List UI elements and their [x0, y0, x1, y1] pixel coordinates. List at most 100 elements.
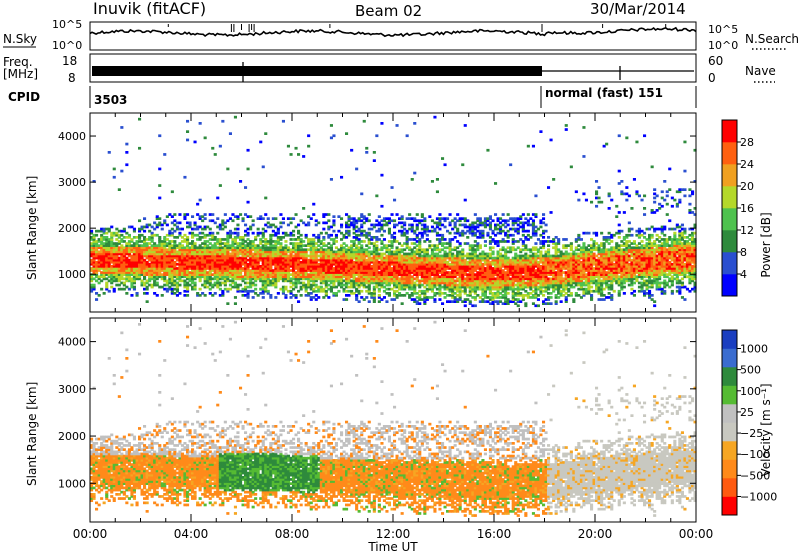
power-cell — [216, 281, 220, 285]
power-cell — [286, 267, 290, 270]
power-cell — [342, 269, 346, 272]
power-cell — [105, 269, 109, 272]
power-cell — [158, 184, 162, 187]
power-cell — [362, 233, 366, 237]
power-cell — [105, 256, 109, 260]
power-cell — [340, 217, 344, 220]
power-cell — [90, 277, 94, 281]
power-cell — [125, 285, 129, 289]
power-cell — [191, 242, 195, 245]
power-cell — [297, 248, 301, 252]
power-cell — [163, 258, 167, 262]
power-cell — [153, 279, 157, 283]
power-cell — [329, 260, 333, 264]
power-cell — [249, 281, 253, 285]
power-heatmap — [90, 115, 697, 308]
power-cell — [312, 260, 316, 264]
power-cell — [180, 236, 184, 239]
power-cell — [357, 300, 361, 303]
power-cell — [148, 248, 152, 252]
power-cell — [145, 246, 149, 250]
power-cell — [231, 246, 235, 250]
power-cell — [150, 275, 154, 279]
power-cell — [218, 252, 222, 256]
power-cell — [218, 262, 222, 266]
power-cell — [117, 283, 121, 287]
power-cell — [239, 277, 243, 281]
power-cell — [279, 265, 283, 268]
power-cell — [244, 233, 248, 237]
power-cell — [319, 281, 323, 285]
power-cell — [163, 256, 167, 260]
power-cell — [256, 262, 260, 266]
power-cell — [183, 273, 187, 276]
power-cell — [415, 213, 419, 216]
power-cell — [430, 180, 434, 183]
power-cell — [90, 248, 94, 252]
power-cell — [163, 260, 167, 264]
power-cell — [299, 219, 303, 223]
power-cell — [223, 271, 227, 274]
power-cell — [165, 267, 169, 270]
power-cell — [279, 225, 283, 229]
power-cell — [254, 260, 258, 264]
power-cell — [347, 260, 351, 264]
power-cell — [100, 254, 104, 258]
power-cell — [233, 242, 237, 245]
power-cell — [175, 236, 179, 239]
power-cell — [233, 215, 237, 218]
nsky-trace — [89, 26, 697, 38]
power-cell — [186, 273, 190, 276]
power-cell — [221, 256, 225, 260]
power-cell — [193, 244, 197, 247]
power-cell — [143, 244, 147, 247]
power-cell — [168, 258, 172, 262]
power-cell — [163, 242, 167, 245]
power-cell — [153, 292, 157, 295]
power-cell — [178, 275, 182, 279]
power-cell — [342, 279, 346, 283]
power-cell — [355, 256, 359, 260]
power-cell — [198, 122, 202, 125]
power-cell — [357, 242, 361, 245]
power-cell — [191, 236, 195, 239]
power-cell — [337, 258, 341, 262]
power-cell — [304, 256, 308, 260]
power-cell — [178, 250, 182, 254]
power-cell — [228, 267, 232, 270]
power-cell — [216, 238, 220, 241]
power-cell — [175, 269, 179, 272]
power-cell — [322, 227, 326, 231]
power-cell — [274, 246, 278, 250]
power-cell — [135, 267, 139, 270]
power-cell — [292, 262, 296, 266]
power-cell — [274, 265, 278, 268]
power-cell — [183, 248, 187, 252]
power-cell — [117, 250, 121, 254]
power-cell — [155, 254, 159, 258]
power-cell — [355, 248, 359, 252]
power-cell — [102, 238, 106, 241]
power-cell — [180, 273, 184, 276]
power-cell — [117, 269, 121, 272]
power-cell — [130, 256, 134, 260]
power-cell — [289, 289, 293, 293]
power-cell — [329, 277, 333, 281]
nave-tick-bottom: 0 — [708, 71, 716, 85]
power-cell — [342, 262, 346, 266]
power-cell — [231, 242, 235, 245]
power-cell — [208, 219, 212, 223]
power-cell — [246, 227, 250, 231]
power-cell — [317, 238, 321, 241]
power-cell — [173, 244, 177, 247]
power-cell — [211, 269, 215, 272]
power-cell — [180, 275, 184, 279]
power-cell — [97, 262, 101, 266]
power-cell — [211, 236, 215, 239]
power-cell — [319, 260, 323, 264]
power-cell — [168, 246, 172, 250]
power-cell — [294, 246, 298, 250]
power-cell — [168, 242, 172, 245]
power-cell — [244, 254, 248, 258]
power-cell — [211, 252, 215, 256]
